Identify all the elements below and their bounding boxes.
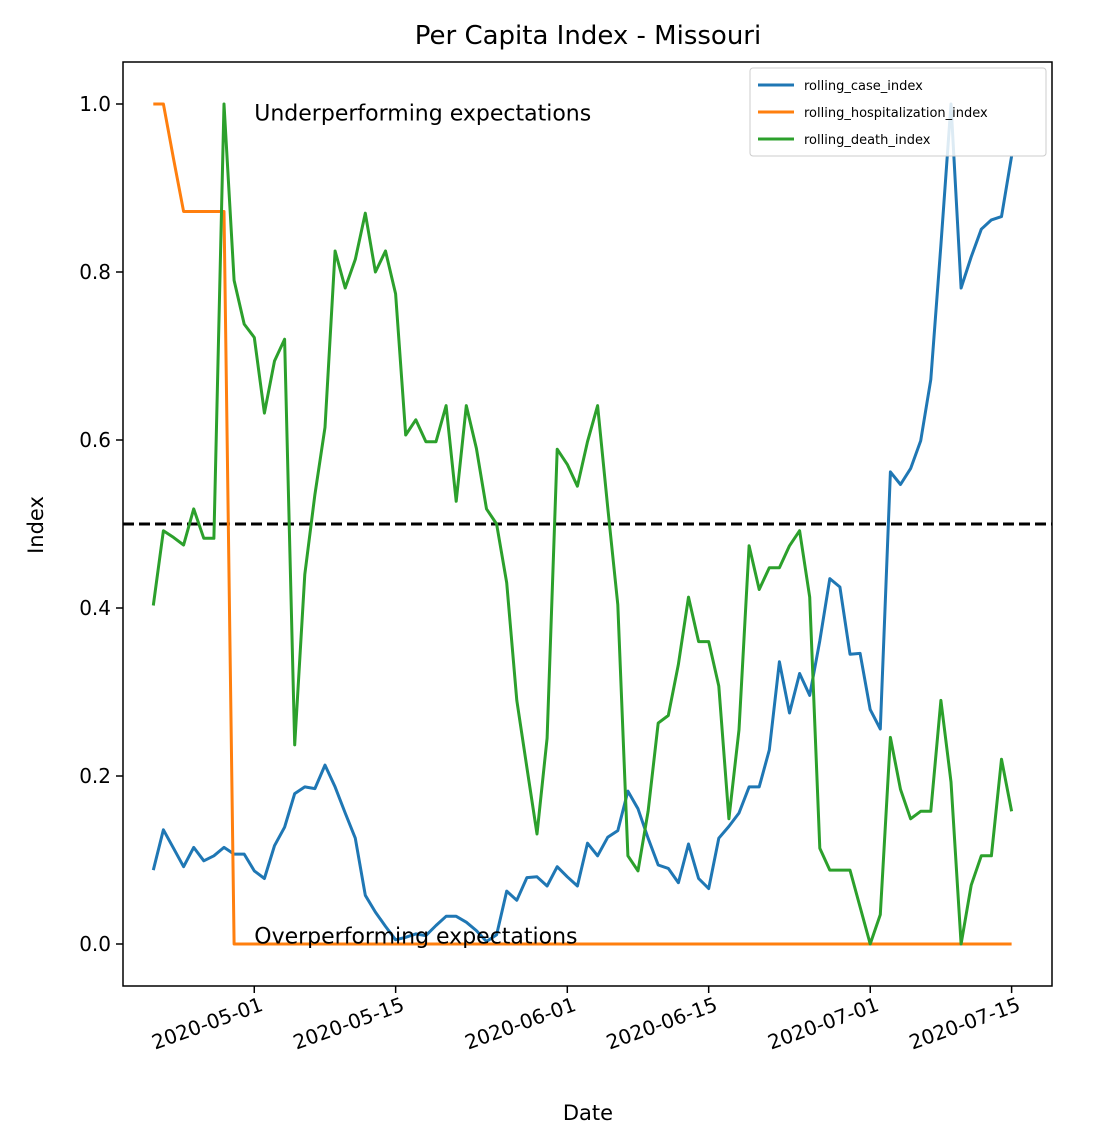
legend-label: rolling_case_index bbox=[804, 79, 923, 94]
x-tick-label: 2020-05-01 bbox=[149, 992, 266, 1054]
y-tick-label: 0.6 bbox=[79, 428, 111, 452]
x-tick-label: 2020-06-01 bbox=[462, 992, 579, 1054]
legend: rolling_case_index rolling_hospitalizatio… bbox=[749, 67, 1047, 157]
x-tick-label: 2020-06-15 bbox=[603, 992, 720, 1054]
axes-frame bbox=[122, 61, 1053, 987]
series-line-rolling-case-index bbox=[151, 102, 1014, 943]
series-layer bbox=[151, 102, 1014, 946]
x-tick-label: 2020-07-15 bbox=[906, 992, 1023, 1054]
chart-title: Per Capita Index - Missouri bbox=[415, 21, 761, 51]
x-tick-label: 2020-07-01 bbox=[765, 992, 882, 1054]
x-tick-label: 2020-05-15 bbox=[290, 992, 407, 1054]
y-tick-label: 0.0 bbox=[79, 932, 111, 956]
y-tick-label: 0.4 bbox=[79, 596, 111, 620]
annotation-layer: Underperforming expectations Overperformi… bbox=[254, 101, 591, 949]
y-tick-label: 0.8 bbox=[79, 260, 111, 284]
y-tick-label: 0.2 bbox=[79, 764, 111, 788]
legend-label: rolling_death_index bbox=[804, 133, 931, 148]
y-tick-label: 1.0 bbox=[79, 92, 111, 116]
legend-box bbox=[749, 67, 1047, 157]
series-line-rolling-death-index bbox=[151, 102, 1014, 946]
series-line-rolling-hospitalization-index bbox=[153, 102, 1012, 946]
y-axis-title: Index bbox=[24, 496, 48, 554]
x-axis-title: Date bbox=[563, 1101, 613, 1125]
legend-label: rolling_hospitalization_index bbox=[804, 106, 988, 121]
plot-area bbox=[123, 62, 1052, 986]
annotation-overperforming: Overperforming expectations bbox=[254, 925, 577, 950]
annotation-underperforming: Underperforming expectations bbox=[254, 101, 591, 126]
